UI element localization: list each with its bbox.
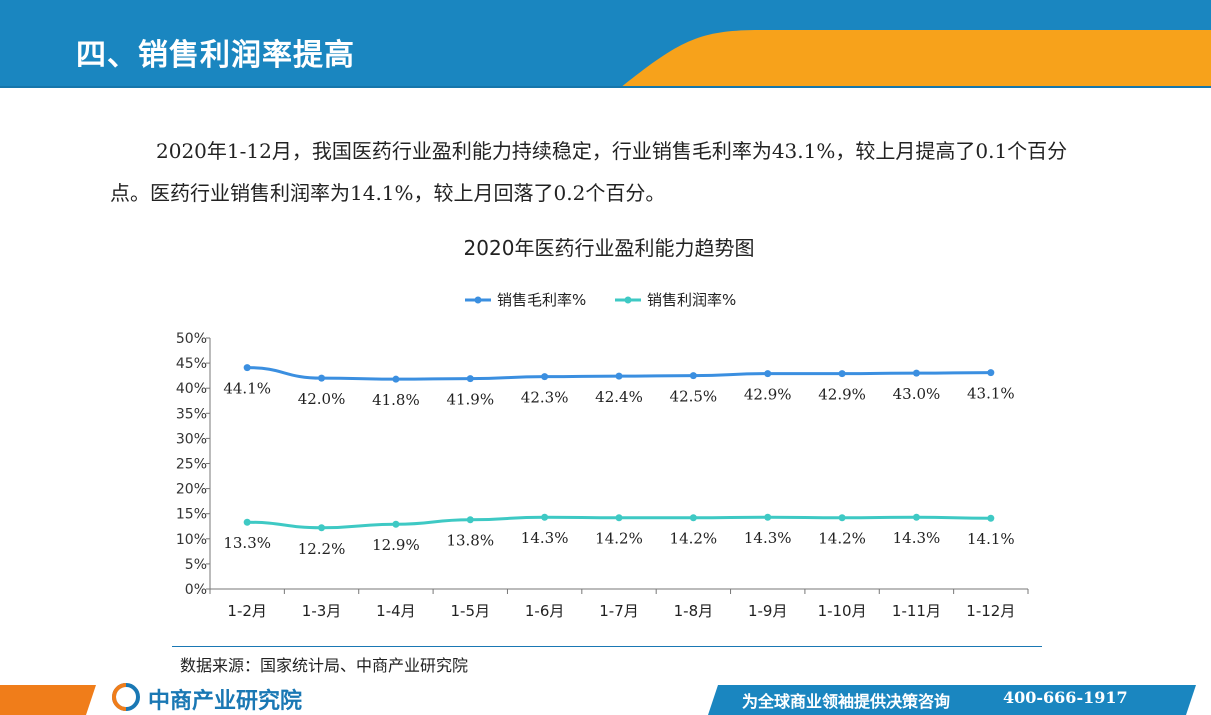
intro-text: 2020年1-12月，我国医药行业盈利能力持续稳定，行业销售毛利率为43.1%，… (110, 139, 1068, 205)
y-tick-label: 10% (176, 532, 207, 548)
data-point (392, 375, 400, 383)
y-tick-label: 20% (176, 482, 207, 498)
data-label: 42.4% (595, 388, 643, 406)
data-label: 12.2% (298, 540, 346, 558)
x-tick-label: 1-2月 (227, 602, 267, 620)
data-label: 14.1% (967, 530, 1015, 548)
company-logo-text: 中商产业研究院 (148, 689, 303, 714)
y-tick-label: 15% (176, 507, 207, 523)
data-point (689, 514, 697, 522)
x-tick-label: 1-5月 (451, 602, 491, 620)
data-label: 42.9% (818, 386, 866, 404)
data-point (243, 518, 251, 526)
chart-title: 2020年医药行业盈利能力趋势图 (464, 236, 755, 260)
data-label: 14.3% (893, 529, 941, 547)
legend-marker (474, 296, 482, 304)
x-tick-label: 1-3月 (302, 602, 342, 620)
x-tick-label: 1-9月 (748, 602, 788, 620)
footer-background (0, 685, 1196, 715)
page-title: 四、销售利润率提高 (76, 38, 355, 73)
legend-label: 销售毛利率% (497, 291, 586, 309)
y-tick-label: 35% (176, 406, 207, 422)
x-tick-label: 1-12月 (966, 602, 1015, 620)
y-tick-label: 45% (176, 356, 207, 372)
chart-container: 2020年医药行业盈利能力趋势图销售毛利率% 销售利润率% 0% 5% 10% 15% 20… (160, 225, 1040, 635)
data-point (318, 374, 326, 382)
footer-slogan: 为全球商业领袖提供决策咨询 (742, 692, 951, 711)
data-point (912, 369, 920, 377)
x-tick-label: 1-6月 (525, 602, 565, 620)
y-tick-label: 40% (176, 381, 207, 397)
data-label: 41.9% (446, 391, 494, 409)
data-point (838, 514, 846, 522)
data-label: 42.5% (670, 388, 718, 406)
x-tick-label: 1-8月 (674, 602, 714, 620)
data-point (987, 514, 995, 522)
data-point (912, 513, 920, 521)
data-point (541, 373, 549, 381)
data-label: 13.3% (223, 534, 271, 552)
data-label: 42.3% (521, 389, 569, 407)
y-tick-label: 30% (176, 431, 207, 447)
footer-phone: 400-666-1917 (1003, 688, 1128, 707)
data-source: 数据来源：国家统计局、中商产业研究院 (180, 656, 469, 675)
source-divider (172, 646, 1042, 647)
data-label: 14.2% (818, 530, 866, 548)
data-point (689, 372, 697, 380)
data-point (838, 370, 846, 378)
data-point (466, 375, 474, 383)
data-point (615, 372, 623, 380)
data-label: 14.2% (670, 530, 718, 548)
data-point (466, 516, 474, 524)
data-point (243, 364, 251, 372)
data-point (764, 370, 772, 378)
data-point (987, 369, 995, 377)
y-tick-label: 25% (176, 457, 207, 473)
data-label: 14.3% (744, 529, 792, 547)
x-tick-label: 1-7月 (599, 602, 639, 620)
x-tick-label: 1-10月 (818, 602, 867, 620)
legend-marker (624, 296, 632, 304)
header-background (0, 0, 1211, 88)
y-tick-label: 50% (176, 331, 207, 347)
x-tick-label: 1-11月 (892, 602, 941, 620)
data-point (541, 513, 549, 521)
x-tick-label: 1-4月 (376, 602, 416, 620)
data-label: 12.9% (372, 536, 420, 554)
data-label: 43.0% (893, 385, 941, 403)
footer-bar (0, 681, 1211, 715)
data-label: 41.8% (372, 391, 420, 409)
data-point (615, 514, 623, 522)
data-label: 13.8% (446, 532, 494, 550)
data-label: 42.0% (298, 390, 346, 408)
y-tick-label: 0% (185, 582, 207, 598)
data-label: 44.1% (223, 380, 271, 398)
data-point (318, 524, 326, 532)
legend-label: 销售利润率% (647, 291, 736, 309)
header-banner: 四、销售利润率提高 (0, 0, 1211, 88)
data-label: 14.2% (595, 530, 643, 548)
data-point (392, 520, 400, 528)
y-tick-label: 5% (185, 557, 207, 573)
intro-paragraph: 2020年1-12月，我国医药行业盈利能力持续稳定，行业销售毛利率为43.1%，… (110, 130, 1090, 214)
company-logo-icon (112, 683, 140, 711)
data-label: 14.3% (521, 529, 569, 547)
data-label: 43.1% (967, 385, 1015, 403)
data-label: 42.9% (744, 386, 792, 404)
data-point (764, 513, 772, 521)
